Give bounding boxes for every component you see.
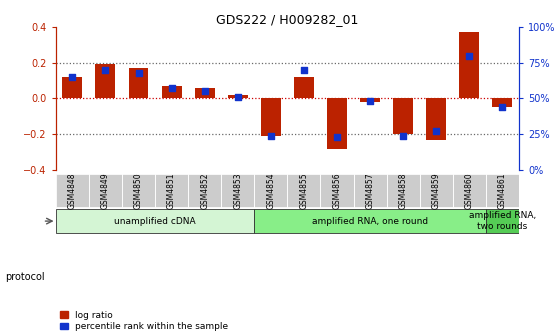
Bar xyxy=(453,174,486,207)
Bar xyxy=(56,209,254,233)
Bar xyxy=(122,174,155,207)
Bar xyxy=(360,98,380,102)
Bar xyxy=(459,32,479,98)
Text: GSM4851: GSM4851 xyxy=(167,172,176,209)
Bar xyxy=(95,65,116,98)
Point xyxy=(300,67,309,73)
Text: GSM4856: GSM4856 xyxy=(333,172,341,209)
Text: protocol: protocol xyxy=(6,272,45,282)
Point xyxy=(498,104,507,110)
Bar xyxy=(327,98,347,149)
Bar xyxy=(62,77,82,98)
Text: unamplified cDNA: unamplified cDNA xyxy=(114,217,196,225)
Bar xyxy=(128,68,148,98)
Bar xyxy=(420,174,453,207)
Bar xyxy=(393,98,413,134)
Bar xyxy=(493,98,512,108)
Point xyxy=(365,99,374,104)
Bar xyxy=(294,77,314,98)
Point xyxy=(398,133,407,138)
Point xyxy=(68,74,77,80)
Bar xyxy=(486,209,519,233)
Bar xyxy=(426,98,446,140)
Text: GSM4857: GSM4857 xyxy=(365,172,374,209)
Text: amplified RNA, one round: amplified RNA, one round xyxy=(312,217,428,225)
Bar xyxy=(195,88,215,98)
Bar xyxy=(228,95,248,98)
Text: GSM4855: GSM4855 xyxy=(300,172,309,209)
Text: GSM4861: GSM4861 xyxy=(498,172,507,209)
Point xyxy=(101,67,110,73)
Bar xyxy=(254,209,486,233)
Bar xyxy=(155,174,188,207)
Text: GSM4853: GSM4853 xyxy=(233,172,242,209)
Bar xyxy=(254,174,287,207)
Legend: log ratio, percentile rank within the sample: log ratio, percentile rank within the sa… xyxy=(60,311,228,332)
Title: GDS222 / H009282_01: GDS222 / H009282_01 xyxy=(216,13,359,26)
Text: GSM4850: GSM4850 xyxy=(134,172,143,209)
Text: GSM4848: GSM4848 xyxy=(68,172,77,209)
Text: GSM4860: GSM4860 xyxy=(465,172,474,209)
Point xyxy=(465,53,474,58)
Bar xyxy=(56,174,89,207)
Text: amplified RNA,
two rounds: amplified RNA, two rounds xyxy=(469,211,536,231)
Bar xyxy=(320,174,354,207)
Bar xyxy=(162,86,181,98)
Text: GSM4852: GSM4852 xyxy=(200,172,209,209)
Bar xyxy=(188,174,221,207)
Bar xyxy=(354,174,387,207)
Text: GSM4859: GSM4859 xyxy=(432,172,441,209)
Point xyxy=(134,70,143,75)
Bar xyxy=(387,174,420,207)
Text: GSM4849: GSM4849 xyxy=(101,172,110,209)
Point xyxy=(200,89,209,94)
Point xyxy=(233,94,242,100)
Bar xyxy=(261,98,281,136)
Bar xyxy=(287,174,320,207)
Point xyxy=(333,134,341,140)
Point xyxy=(432,129,441,134)
Bar xyxy=(89,174,122,207)
Bar xyxy=(221,174,254,207)
Text: GSM4854: GSM4854 xyxy=(266,172,275,209)
Point xyxy=(167,86,176,91)
Bar xyxy=(486,174,519,207)
Text: GSM4858: GSM4858 xyxy=(398,172,408,209)
Point xyxy=(266,133,275,138)
